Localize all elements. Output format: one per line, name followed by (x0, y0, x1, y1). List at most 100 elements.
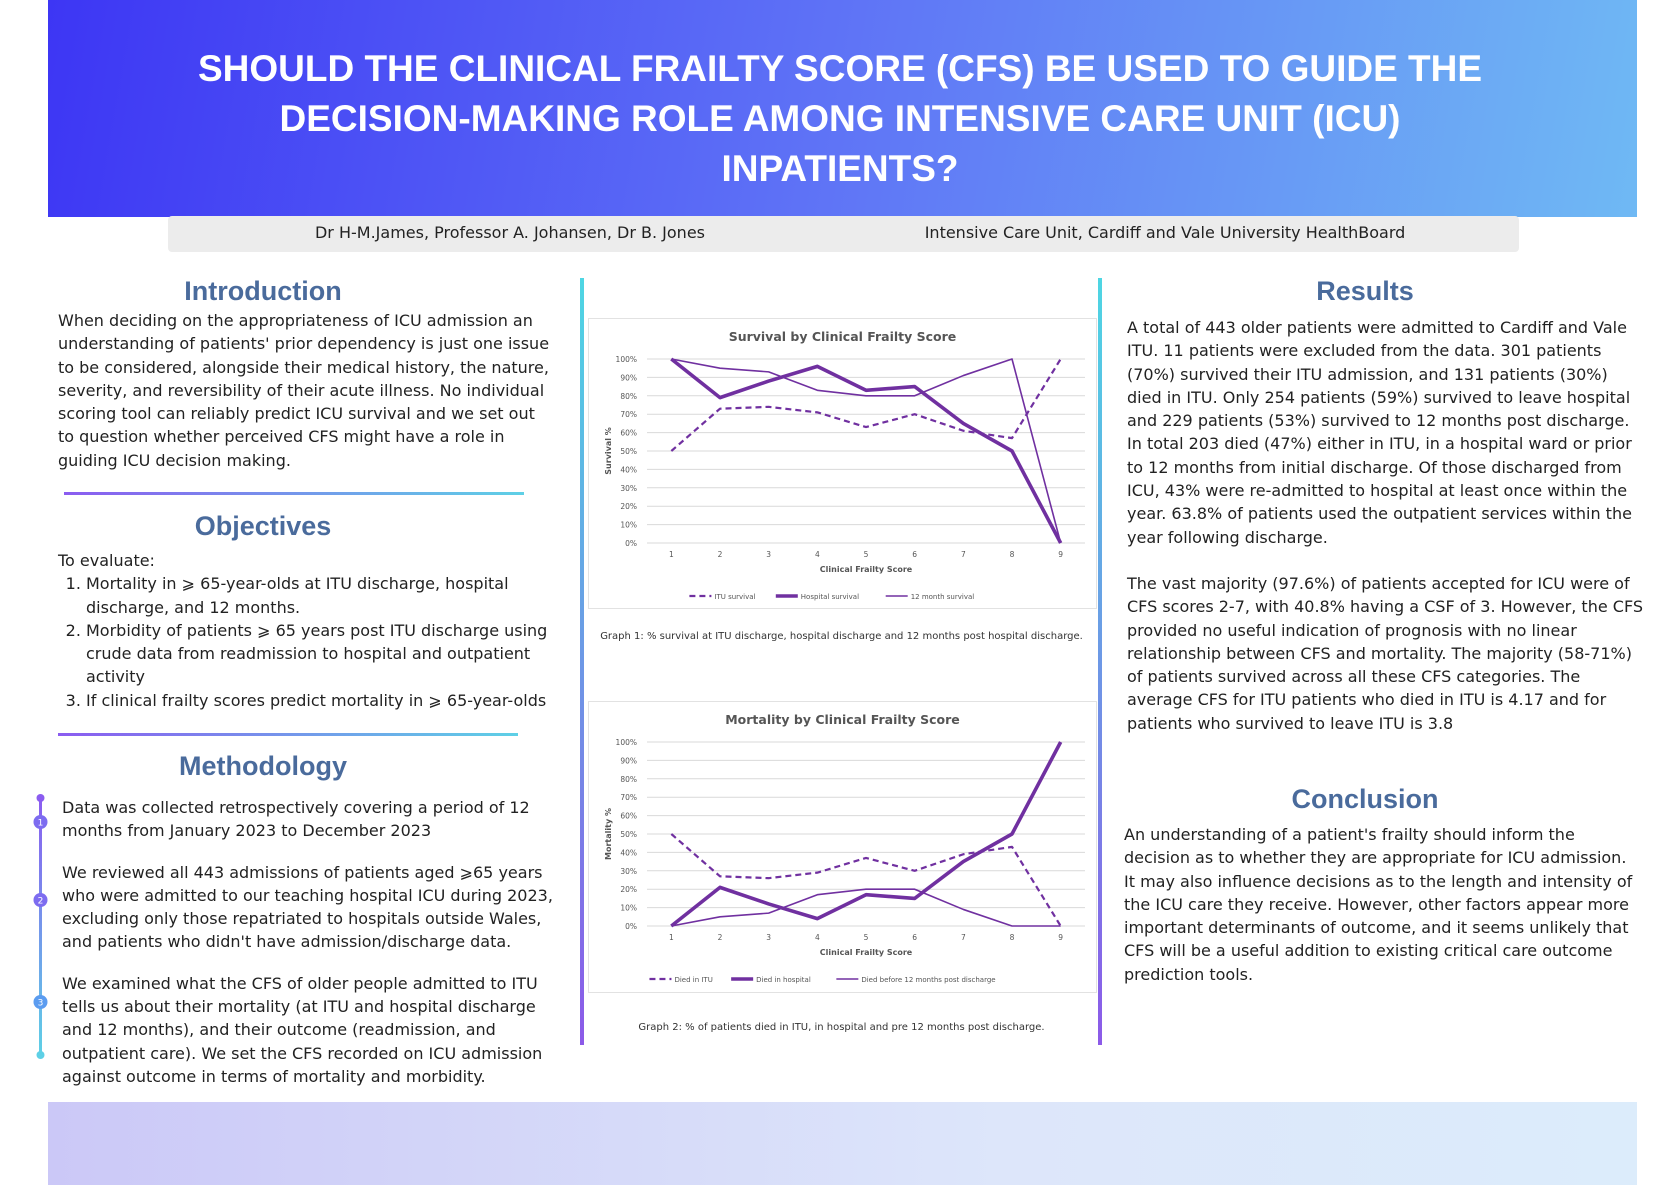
results-text: A total of 443 older patients were admit… (1127, 316, 1647, 735)
column-rule (1098, 278, 1102, 1045)
step-number: 1 (38, 819, 44, 829)
legend-label: Died in hospital (756, 976, 811, 984)
x-tick-label: 5 (864, 933, 869, 942)
step-number: 2 (38, 897, 44, 907)
x-tick-label: 3 (766, 550, 771, 559)
x-axis-title: Clinical Frailty Score (820, 948, 913, 957)
x-axis-title: Clinical Frailty Score (820, 565, 913, 574)
y-tick-label: 20% (620, 885, 637, 894)
footer-band (48, 1102, 1637, 1185)
header-band (48, 0, 1637, 217)
series-line (671, 888, 1061, 927)
authors: Dr H-M.James, Professor A. Johansen, Dr … (314, 223, 705, 242)
method-step: We examined what the CFS of older people… (62, 973, 543, 1086)
legend-label: Died in ITU (674, 976, 712, 984)
y-tick-label: 10% (620, 904, 637, 913)
y-tick-label: 20% (620, 502, 637, 511)
objectives-lead: To evaluate: (58, 551, 155, 570)
method-step: Data was collected retrospectively cover… (62, 798, 530, 841)
affiliation: Intensive Care Unit, Cardiff and Vale Un… (924, 223, 1406, 242)
objectives: To evaluate: Mortality in ⩾ 65-year-olds… (58, 549, 578, 712)
author-bar (168, 216, 1519, 252)
x-tick-label: 2 (718, 550, 723, 559)
conclusion-text: An understanding of a patient's frailty … (1124, 825, 1633, 984)
x-tick-label: 9 (1058, 933, 1063, 942)
chart-title: Mortality by Clinical Frailty Score (725, 712, 960, 727)
x-tick-label: 6 (912, 550, 917, 559)
timeline-line (39, 798, 42, 1055)
objective-item: If clinical frailty scores predict morta… (86, 689, 578, 712)
x-tick-label: 1 (669, 933, 674, 942)
x-tick-label: 4 (815, 550, 820, 559)
x-tick-label: 7 (961, 933, 966, 942)
y-tick-label: 70% (620, 793, 637, 802)
objectives-list: Mortality in ⩾ 65-year-olds at ITU disch… (58, 572, 578, 712)
legend-label: Hospital survival (801, 593, 859, 601)
x-tick-label: 7 (961, 550, 966, 559)
section-heading: Introduction (184, 276, 342, 306)
section-heading: Results (1316, 276, 1414, 306)
x-tick-label: 1 (669, 550, 674, 559)
poster-title: SHOULD THE CLINICAL FRAILTY SCORE (CFS) … (197, 48, 1483, 189)
x-tick-label: 9 (1058, 550, 1063, 559)
y-tick-label: 90% (620, 373, 637, 382)
methodology: Data was collected retrospectively cover… (62, 796, 562, 1088)
x-tick-label: 4 (815, 933, 820, 942)
section-heading: Methodology (179, 751, 347, 781)
x-tick-label: 8 (1010, 933, 1015, 942)
y-tick-label: 10% (620, 521, 637, 530)
method-step: We reviewed all 443 admissions of patien… (62, 862, 553, 952)
x-tick-label: 8 (1010, 550, 1015, 559)
chart-caption: Graph 1: % survival at ITU discharge, ho… (600, 631, 1083, 642)
x-tick-label: 3 (766, 933, 771, 942)
step-marker (33, 995, 48, 1009)
section-heading: Conclusion (1291, 784, 1439, 814)
timeline-dot (36, 1051, 45, 1059)
x-tick-label: 2 (718, 933, 723, 942)
y-tick-label: 100% (616, 355, 637, 364)
step-marker (33, 893, 48, 907)
divider (64, 492, 524, 495)
y-tick-label: 30% (620, 484, 637, 493)
intro-text: When deciding on the appropriateness of … (58, 311, 550, 470)
y-tick-label: 90% (620, 756, 637, 765)
chart: Survival by Clinical Frailty Score 0% 10% 2… (588, 318, 1097, 609)
y-axis-title: Mortality % (604, 808, 613, 860)
y-tick-label: 100% (616, 738, 637, 747)
step-marker (33, 815, 48, 829)
objective-item: Mortality in ⩾ 65-year-olds at ITU disch… (86, 572, 578, 619)
chart: Mortality by Clinical Frailty Score 0% 10%… (588, 701, 1097, 993)
divider (58, 733, 518, 736)
column-rule (580, 278, 584, 1045)
timeline-dot (36, 794, 45, 802)
y-tick-label: 50% (620, 447, 637, 456)
legend-label: ITU survival (714, 593, 755, 601)
chart-title: Survival by Clinical Frailty Score (729, 329, 957, 344)
series-line (670, 741, 1063, 928)
y-tick-label: 80% (620, 392, 637, 401)
x-tick-label: 5 (864, 550, 869, 559)
y-tick-label: 60% (620, 429, 637, 438)
y-tick-label: 0% (625, 922, 637, 931)
chart-caption: Graph 2: % of patients died in ITU, in h… (638, 1022, 1045, 1033)
timeline: 1 2 3 (33, 794, 48, 1059)
section-heading: Objectives (194, 511, 332, 541)
series-line (671, 358, 1062, 544)
series-line (670, 833, 1062, 927)
y-axis-title: Survival % (604, 427, 613, 475)
y-tick-label: 70% (620, 410, 637, 419)
y-tick-label: 0% (625, 539, 637, 548)
y-tick-label: 30% (620, 867, 637, 876)
y-tick-label: 40% (620, 465, 637, 474)
y-tick-label: 50% (620, 830, 637, 839)
series-line (670, 357, 1063, 544)
legend-label: 12 month survival (911, 593, 975, 601)
y-tick-label: 80% (620, 775, 637, 784)
paragraph: A total of 443 older patients were admit… (1127, 318, 1632, 547)
legend-label: Died before 12 months post discharge (861, 976, 995, 984)
y-tick-label: 60% (620, 812, 637, 821)
series-line (670, 358, 1062, 452)
step-number: 3 (38, 999, 44, 1009)
y-tick-label: 40% (620, 848, 637, 857)
